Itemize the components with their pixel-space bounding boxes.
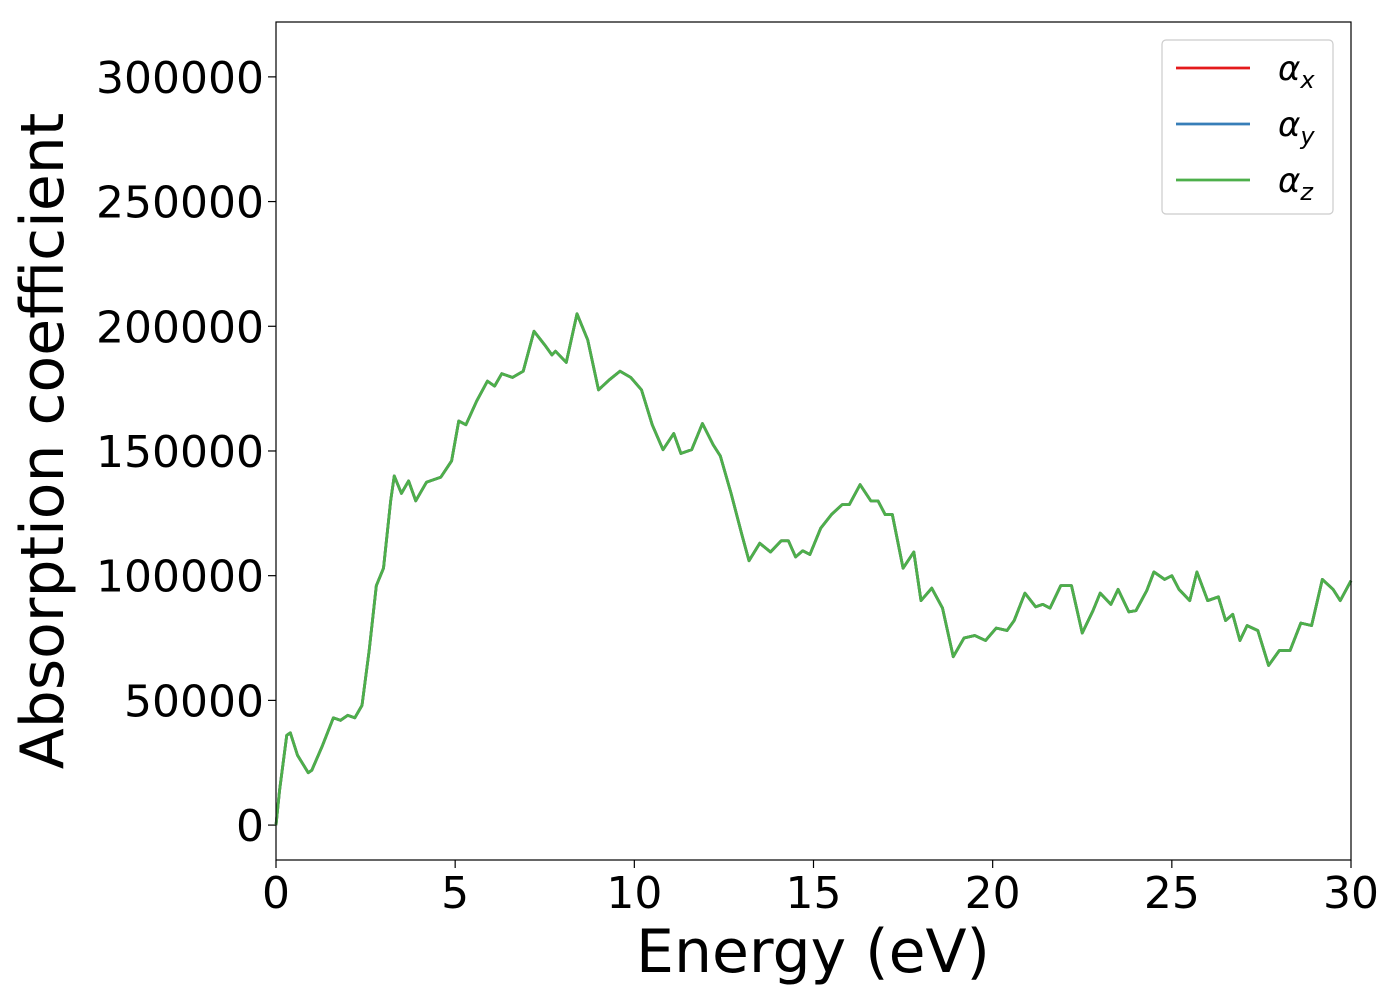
x-tick-label: 25	[1144, 868, 1200, 919]
y-tick-label: 50000	[124, 676, 264, 727]
x-axis-label: Energy (eV)	[636, 917, 990, 987]
x-tick-label: 5	[441, 868, 469, 919]
x-tick-label: 15	[786, 868, 842, 919]
x-tick-label: 20	[965, 868, 1021, 919]
plot-frame	[275, 21, 1352, 861]
data-line	[274, 312, 1353, 826]
legend-label: αy	[1278, 105, 1315, 150]
legend-label: αz	[1278, 161, 1314, 206]
x-tick-label: 0	[262, 868, 290, 919]
x-tick-label: 10	[606, 868, 662, 919]
data-line	[274, 312, 1353, 826]
y-axis-label: Absorption coefficient	[8, 113, 78, 770]
legend-label: αx	[1278, 49, 1315, 94]
y-tick-label: 300000	[96, 53, 264, 104]
y-tick-label: 250000	[96, 178, 264, 229]
y-tick-label: 100000	[96, 552, 264, 603]
y-tick-label: 200000	[96, 302, 264, 353]
y-tick-label: 150000	[96, 427, 264, 478]
y-tick-label: 0	[236, 801, 264, 852]
x-tick-label: 30	[1323, 868, 1379, 919]
data-line	[274, 312, 1353, 826]
legend-box	[1161, 39, 1334, 215]
